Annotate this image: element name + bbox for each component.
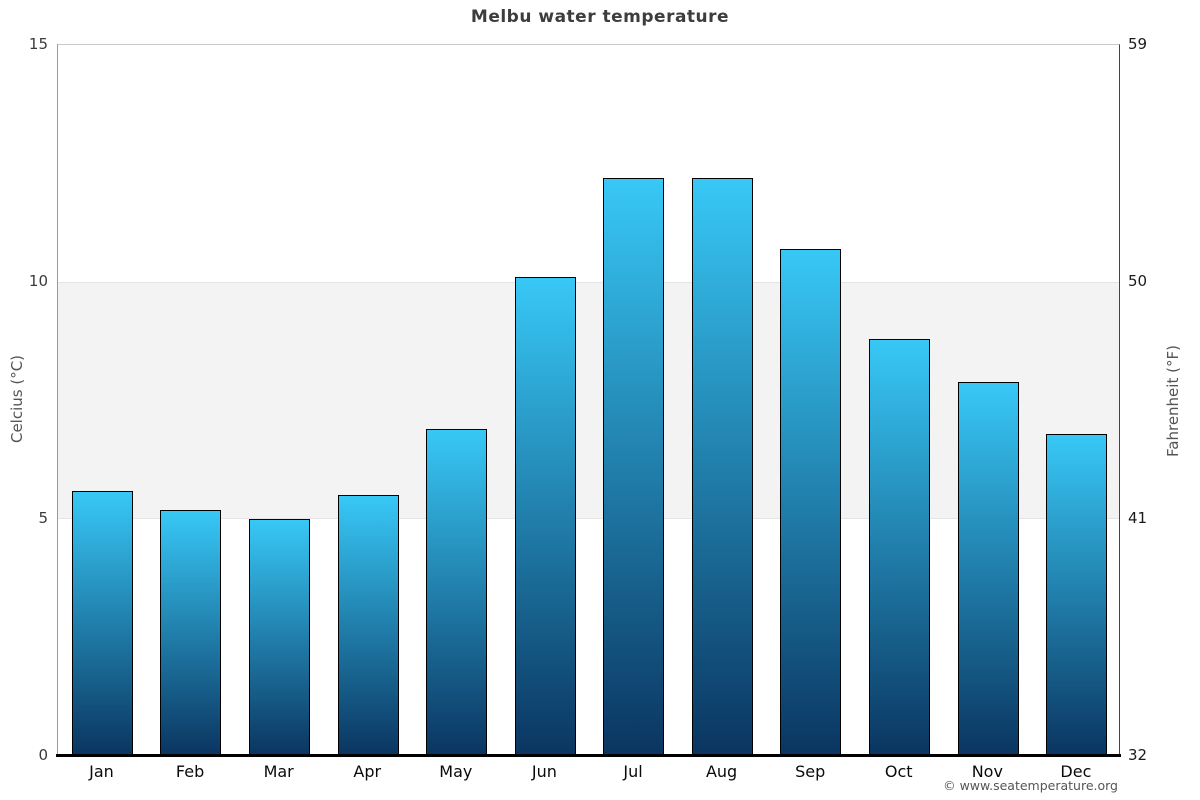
bar-oct <box>869 338 931 756</box>
bar-feb <box>160 509 222 756</box>
xtick-jan: Jan <box>89 762 114 781</box>
bar-aug <box>691 177 753 756</box>
ytick-celsius-15: 15 <box>28 35 48 53</box>
plot-area <box>57 44 1120 756</box>
shaded-band-5-10C <box>58 282 1119 519</box>
xtick-aug: Aug <box>705 762 738 781</box>
bar-mar <box>248 519 310 756</box>
ytick-celsius-0: 0 <box>38 746 48 764</box>
bar-sep <box>780 248 842 756</box>
xtick-may: May <box>439 762 473 781</box>
xtick-apr: Apr <box>353 762 382 781</box>
xtick-nov: Nov <box>971 762 1003 781</box>
chart-title: Melbu water temperature <box>470 7 730 27</box>
bar-jul <box>603 177 665 756</box>
xtick-jun: Jun <box>531 762 557 781</box>
xtick-jul: Jul <box>623 762 643 781</box>
bar-jan <box>71 490 133 756</box>
copyright-credit: © www.seatemperature.org <box>943 778 1118 793</box>
xtick-sep: Sep <box>795 762 826 781</box>
ytick-fahrenheit-41: 41 <box>1128 509 1148 527</box>
xtick-dec: Dec <box>1060 762 1092 781</box>
bar-may <box>426 428 488 756</box>
xtick-oct: Oct <box>884 762 913 781</box>
y-axis-label-celsius: Celcius (°C) <box>8 354 26 444</box>
ytick-celsius-10: 10 <box>28 272 48 290</box>
ytick-celsius-5: 5 <box>38 509 48 527</box>
xtick-mar: Mar <box>263 762 294 781</box>
ytick-fahrenheit-50: 50 <box>1128 272 1148 290</box>
y-axis-label-fahrenheit: Fahrenheit (°F) <box>1164 345 1182 457</box>
x-axis-baseline <box>56 754 1121 757</box>
bar-nov <box>957 381 1019 756</box>
bar-jun <box>514 277 576 756</box>
bar-dec <box>1046 433 1108 756</box>
bar-apr <box>337 495 399 756</box>
ytick-fahrenheit-59: 59 <box>1128 35 1148 53</box>
xtick-feb: Feb <box>175 762 205 781</box>
ytick-fahrenheit-32: 32 <box>1128 746 1148 764</box>
